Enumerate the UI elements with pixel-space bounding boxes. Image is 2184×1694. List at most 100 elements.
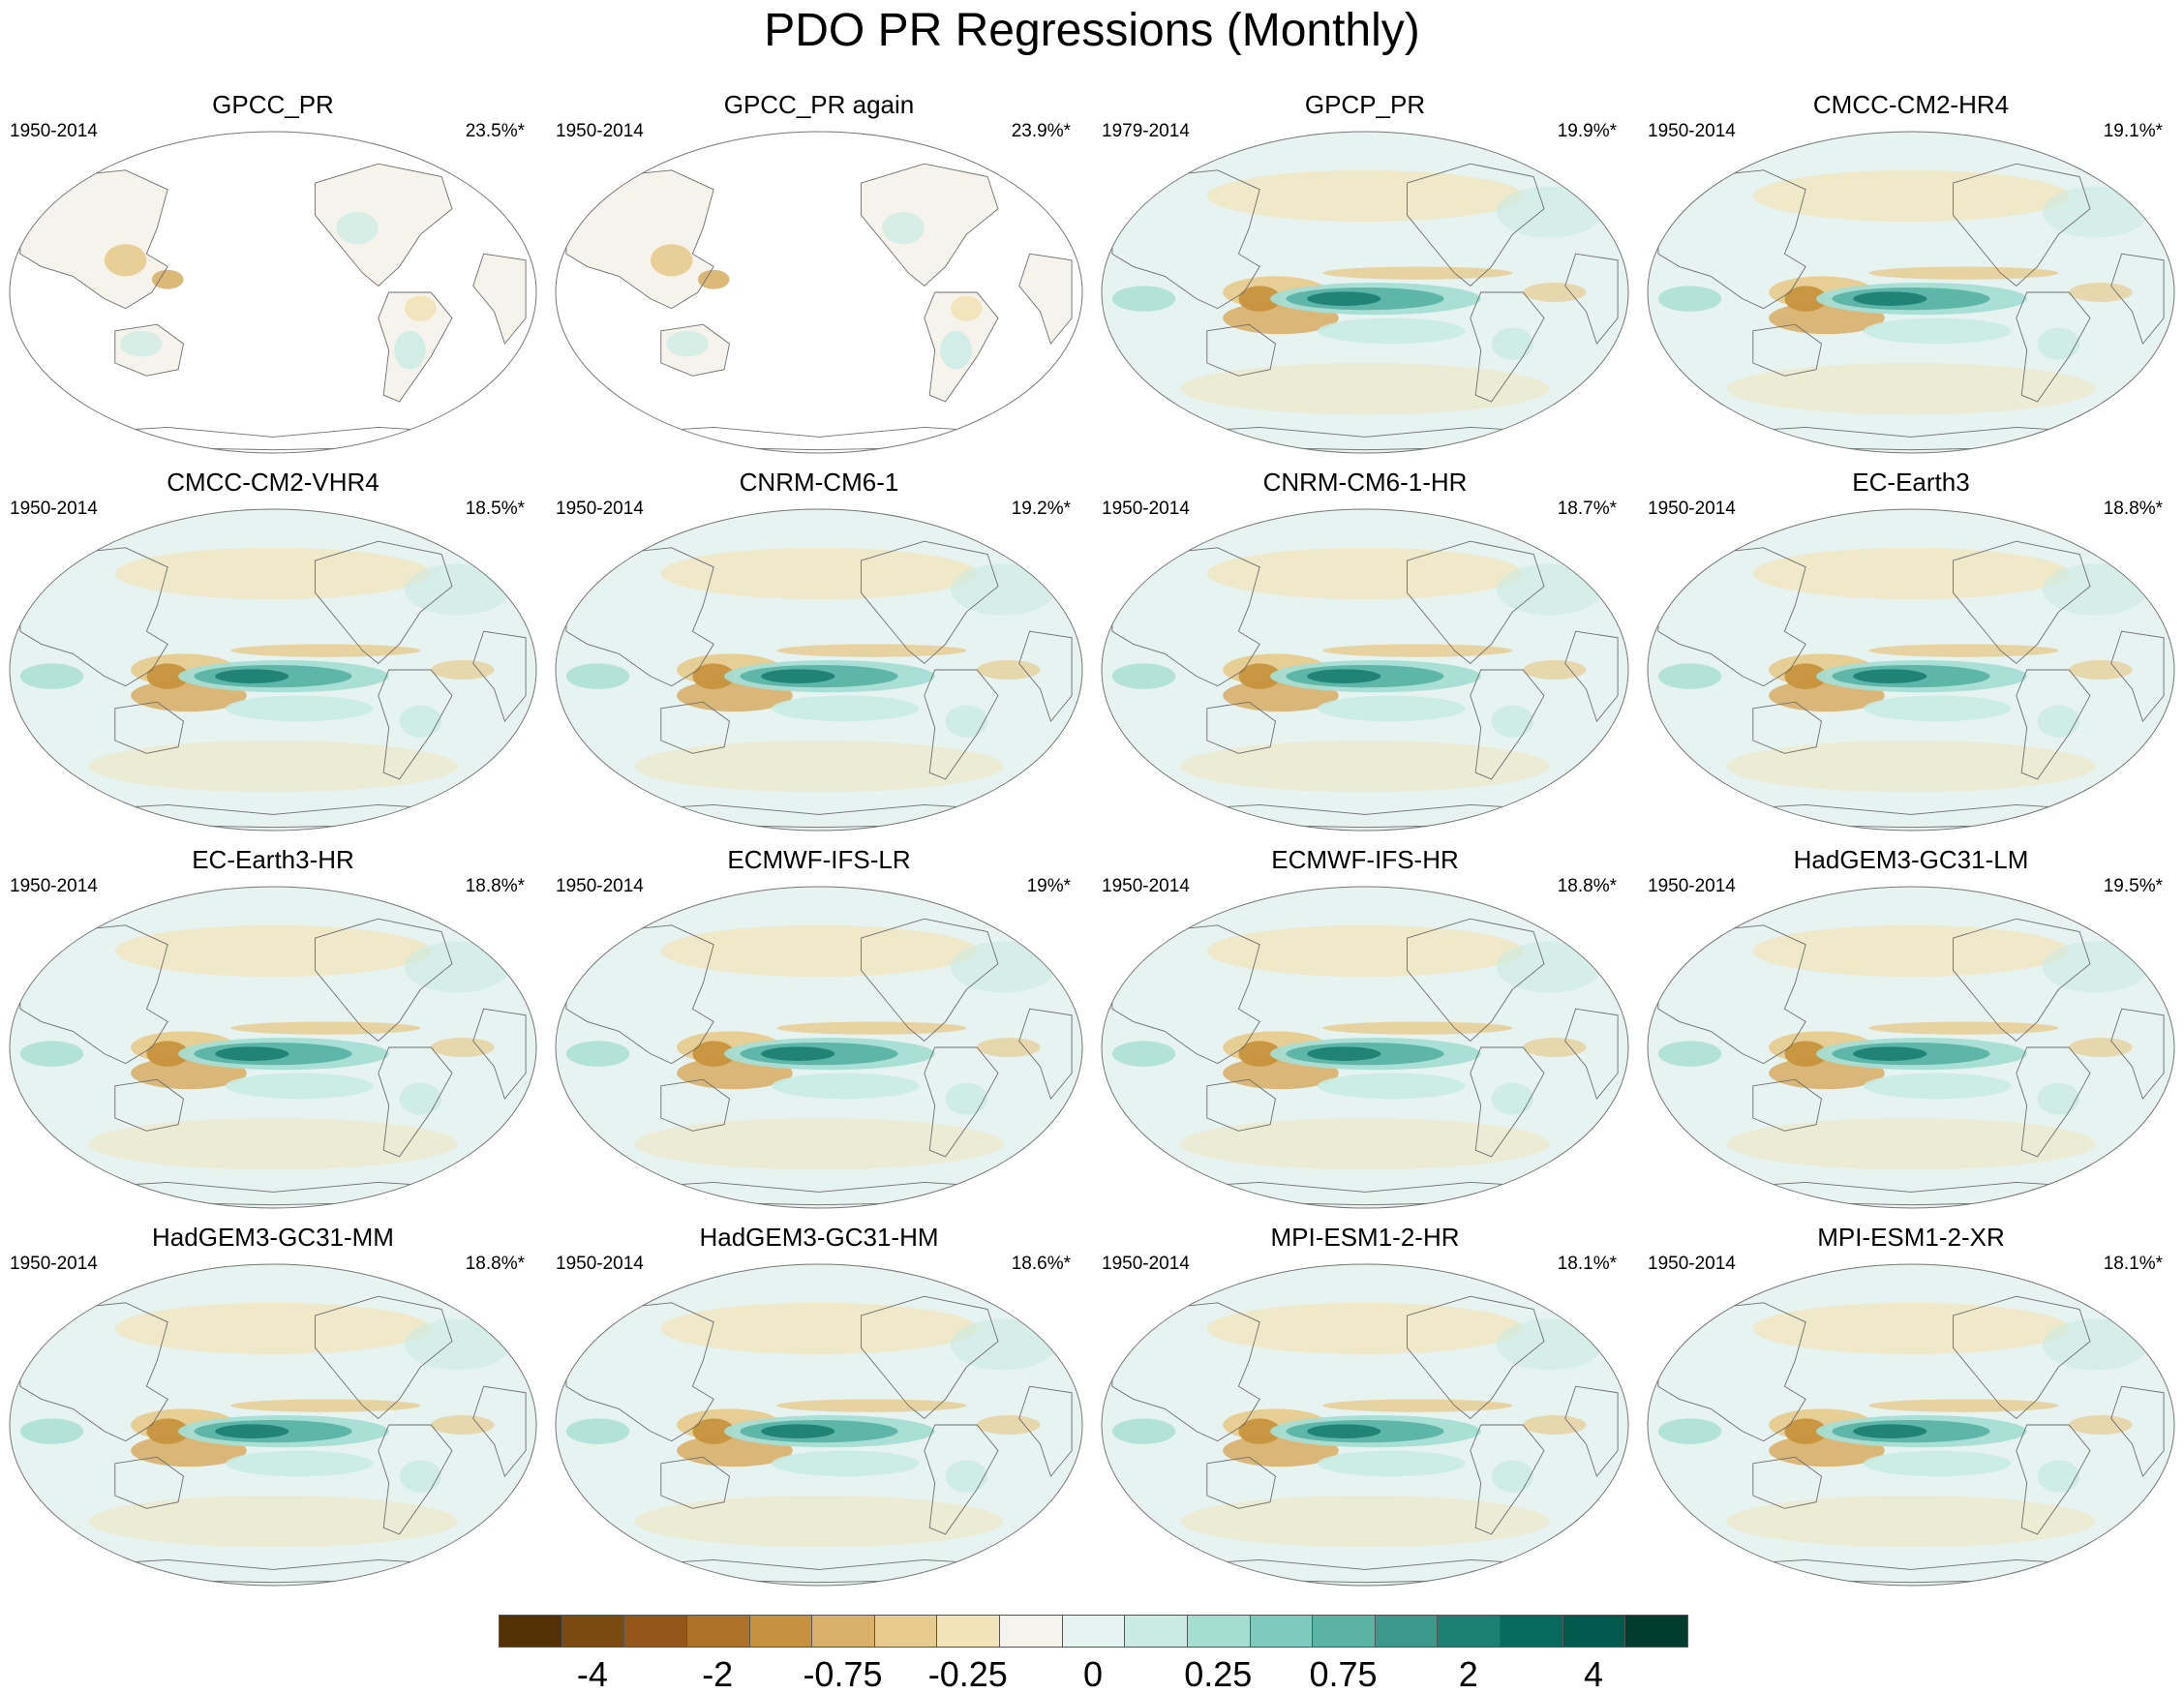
world-map: [9, 131, 537, 454]
colorbar-swatch: [748, 1615, 813, 1648]
map-panel: HadGEM3-GC31-MM 1950-2014 18.8%*: [0, 1222, 546, 1599]
panel-years: 1950-2014: [10, 876, 98, 896]
panel-title: HadGEM3-GC31-LM: [1793, 845, 2029, 874]
colorbar-swatch: [1624, 1615, 1688, 1648]
colorbar-swatch: [623, 1615, 687, 1648]
colorbar-tick-label: 2: [1458, 1654, 1478, 1694]
colorbar: [499, 1615, 1688, 1648]
map-panel: HadGEM3-GC31-HM 1950-2014 18.6%*: [546, 1222, 1092, 1599]
figure-title: PDO PR Regressions (Monthly): [764, 5, 1420, 56]
colorbar-tick-label: 4: [1584, 1654, 1604, 1694]
panel-years: 1950-2014: [1102, 1254, 1190, 1274]
panel-variance-percent: 18.8%*: [465, 876, 525, 896]
panel-variance-percent: 18.1%*: [1557, 1254, 1617, 1274]
panel-variance-percent: 19.9%*: [1557, 121, 1617, 141]
map-panel: EC-Earth3-HR 1950-2014 18.8%*: [0, 844, 546, 1222]
world-map: [9, 886, 537, 1209]
panel-years: 1950-2014: [1648, 499, 1736, 519]
panel-variance-percent: 18.6%*: [1011, 1254, 1071, 1274]
world-map: [1101, 1263, 1629, 1587]
world-map: [1647, 508, 2175, 832]
world-map: [1647, 1263, 2175, 1587]
panel-years: 1950-2014: [1102, 499, 1190, 519]
colorbar-swatch: [1124, 1615, 1188, 1648]
panel-years: 1950-2014: [556, 1254, 644, 1274]
panel-title: CNRM-CM6-1-HR: [1262, 468, 1468, 497]
map-panel: EC-Earth3 1950-2014 18.8%*: [1638, 467, 2184, 844]
map-panel: HadGEM3-GC31-LM 1950-2014 19.5%*: [1638, 844, 2184, 1222]
panel-variance-percent: 23.5%*: [465, 121, 525, 141]
map-panel: ECMWF-IFS-LR 1950-2014 19%*: [546, 844, 1092, 1222]
colorbar-swatch: [685, 1615, 750, 1648]
panel-title: ECMWF-IFS-HR: [1271, 845, 1459, 874]
panel-title: GPCC_PR: [212, 90, 334, 119]
colorbar-swatch: [1249, 1615, 1314, 1648]
world-map: [1647, 886, 2175, 1209]
panel-title: EC-Earth3: [1852, 468, 1970, 497]
panel-title: MPI-ESM1-2-XR: [1817, 1223, 2005, 1252]
panel-years: 1950-2014: [1648, 1254, 1736, 1274]
world-map: [1101, 886, 1629, 1209]
panel-years: 1950-2014: [556, 121, 644, 141]
map-panel: GPCC_PR again 1950-2014 23.9%*: [546, 89, 1092, 467]
colorbar-swatch: [999, 1615, 1063, 1648]
map-panel: CMCC-CM2-HR4 1950-2014 19.1%*: [1638, 89, 2184, 467]
panel-variance-percent: 23.9%*: [1011, 121, 1071, 141]
world-map: [1647, 131, 2175, 454]
panel-variance-percent: 19.2%*: [1011, 499, 1071, 519]
map-panel: MPI-ESM1-2-HR 1950-2014 18.1%*: [1092, 1222, 1638, 1599]
map-panel: MPI-ESM1-2-XR 1950-2014 18.1%*: [1638, 1222, 2184, 1599]
panel-years: 1950-2014: [556, 499, 644, 519]
map-panel: GPCP_PR 1979-2014 19.9%*: [1092, 89, 1638, 467]
world-map: [1101, 508, 1629, 832]
panel-title: ECMWF-IFS-LR: [727, 845, 911, 874]
panel-title: CMCC-CM2-HR4: [1812, 90, 2010, 119]
world-map: [555, 508, 1083, 832]
world-map: [9, 1263, 537, 1587]
colorbar-tick-label: -0.75: [803, 1654, 883, 1694]
panel-years: 1950-2014: [1102, 876, 1190, 896]
panel-variance-percent: 18.8%*: [2103, 499, 2163, 519]
colorbar-tick-label: -4: [576, 1654, 608, 1694]
map-panel: ECMWF-IFS-HR 1950-2014 18.8%*: [1092, 844, 1638, 1222]
colorbar-swatch: [1562, 1615, 1626, 1648]
map-panel: GPCC_PR 1950-2014 23.5%*: [0, 89, 546, 467]
colorbar-swatch: [873, 1615, 938, 1648]
colorbar-swatch: [1500, 1615, 1563, 1648]
panel-variance-percent: 19.5%*: [2103, 876, 2163, 896]
panel-title: EC-Earth3-HR: [192, 845, 354, 874]
panel-years: 1950-2014: [1648, 121, 1736, 141]
map-panel: CNRM-CM6-1 1950-2014 19.2%*: [546, 467, 1092, 844]
panel-variance-percent: 18.1%*: [2103, 1254, 2163, 1274]
panel-variance-percent: 18.8%*: [1557, 876, 1617, 896]
colorbar-swatch: [561, 1615, 625, 1648]
panel-title: HadGEM3-GC31-MM: [152, 1223, 394, 1252]
map-panel: CNRM-CM6-1-HR 1950-2014 18.7%*: [1092, 467, 1638, 844]
panel-years: 1950-2014: [10, 499, 98, 519]
colorbar-tick-label: -0.25: [927, 1654, 1008, 1694]
colorbar-tick-label: -2: [702, 1654, 734, 1694]
colorbar-swatch: [1374, 1615, 1439, 1648]
panel-variance-percent: 18.5%*: [465, 499, 525, 519]
colorbar-tick-label: 0: [1082, 1654, 1104, 1694]
colorbar-swatch: [1186, 1615, 1251, 1648]
panel-title: CMCC-CM2-VHR4: [167, 468, 379, 497]
panel-years: 1950-2014: [1648, 876, 1736, 896]
panel-variance-percent: 19.1%*: [2103, 121, 2163, 141]
colorbar-swatch: [1312, 1615, 1376, 1648]
panel-years: 1950-2014: [10, 121, 98, 141]
panel-years: 1950-2014: [556, 876, 644, 896]
colorbar-swatch: [499, 1615, 562, 1648]
colorbar-swatch: [1437, 1615, 1502, 1648]
panel-title: GPCC_PR again: [723, 90, 915, 119]
panel-years: 1979-2014: [1102, 121, 1190, 141]
colorbar-tick-label: 0.25: [1184, 1654, 1253, 1694]
map-panel: CMCC-CM2-VHR4 1950-2014 18.5%*: [0, 467, 546, 844]
panel-title: GPCP_PR: [1304, 90, 1426, 119]
world-map: [555, 131, 1083, 454]
colorbar-swatch: [1061, 1615, 1126, 1648]
colorbar-swatch: [936, 1615, 1001, 1648]
panel-years: 1950-2014: [10, 1254, 98, 1274]
panel-variance-percent: 18.7%*: [1557, 499, 1617, 519]
world-map: [555, 1263, 1083, 1587]
